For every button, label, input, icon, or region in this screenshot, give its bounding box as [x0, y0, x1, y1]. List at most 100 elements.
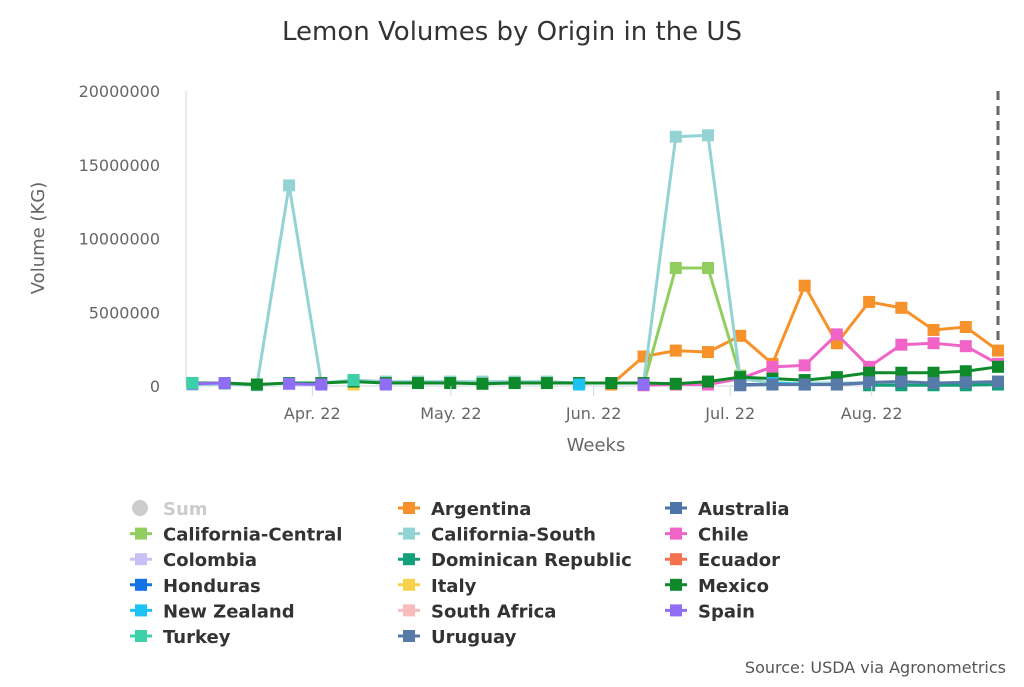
x-tick-label: May. 22: [420, 404, 481, 423]
marker: [895, 338, 908, 351]
legend-symbol: [670, 553, 682, 566]
legend-symbol: [132, 500, 148, 516]
legend-symbol: [135, 630, 147, 642]
legend-symbol: [403, 604, 415, 617]
marker: [927, 366, 940, 379]
marker: [992, 360, 1004, 373]
marker: [444, 377, 457, 390]
marker: [959, 365, 972, 378]
marker: [830, 328, 843, 341]
marker: [992, 375, 1004, 388]
marker: [250, 378, 263, 391]
marker: [959, 321, 972, 333]
y-tick-label: 10000000: [79, 230, 160, 249]
legend-item[interactable]: Australia: [698, 499, 790, 520]
marker: [927, 377, 940, 390]
marker: [669, 344, 682, 357]
source: Source: USDA via Agronometrics: [745, 658, 1006, 677]
legend-symbol: [670, 502, 682, 514]
marker: [540, 377, 553, 390]
legend-item[interactable]: Honduras: [163, 576, 261, 597]
legend-symbol: [135, 604, 147, 617]
marker: [573, 378, 586, 391]
marker: [508, 377, 521, 390]
marker: [379, 378, 392, 391]
legend-symbol: [670, 527, 682, 540]
plot: [186, 129, 1004, 392]
legend-symbol: [135, 578, 147, 591]
marker: [669, 377, 682, 390]
marker: [863, 295, 876, 308]
legend-item[interactable]: Sum: [163, 499, 208, 520]
marker: [798, 378, 811, 391]
marker: [734, 379, 747, 392]
chart-title: Lemon Volumes by Origin in the US: [282, 17, 742, 47]
marker: [895, 301, 908, 314]
marker: [766, 378, 779, 391]
legend-item[interactable]: Turkey: [163, 627, 231, 648]
marker: [412, 377, 424, 390]
y-tick-label: 5000000: [89, 303, 160, 322]
marker: [895, 375, 908, 388]
legend-item[interactable]: Colombia: [163, 550, 257, 571]
legend-item[interactable]: Spain: [698, 601, 755, 622]
marker: [702, 262, 714, 274]
marker: [959, 376, 972, 389]
legend-symbol: [403, 527, 415, 540]
legend-item[interactable]: Dominican Republic: [431, 550, 632, 571]
marker: [283, 377, 296, 390]
legend-symbol: [135, 527, 147, 540]
legend-symbol: [403, 630, 415, 642]
marker: [927, 337, 940, 350]
legend-item[interactable]: New Zealand: [163, 601, 295, 622]
marker: [637, 378, 650, 391]
marker: [927, 323, 940, 336]
legend-item[interactable]: Ecuador: [698, 550, 780, 571]
marker: [702, 375, 714, 388]
legend-item[interactable]: Argentina: [431, 499, 531, 520]
y-tick-label: 20000000: [79, 82, 160, 101]
marker: [863, 376, 876, 389]
legend-symbol: [403, 502, 415, 514]
legend-item[interactable]: California-South: [431, 525, 596, 546]
legend-symbol: [670, 578, 682, 591]
marker: [347, 374, 360, 387]
y-axis-label: Volume (KG): [28, 182, 49, 294]
marker: [315, 378, 328, 391]
marker: [766, 360, 779, 373]
marker: [605, 377, 618, 390]
legend-item[interactable]: Chile: [698, 525, 749, 546]
y-tick-label: 15000000: [79, 156, 160, 175]
series-line: [642, 266, 742, 385]
marker: [798, 279, 811, 292]
x-tick-label: Jul. 22: [704, 404, 755, 423]
marker: [669, 130, 682, 143]
marker: [669, 262, 682, 274]
legend: Sum Argentina Australia California-Central C…: [130, 499, 790, 648]
y-tick-label: 0: [150, 377, 160, 396]
legend-item[interactable]: Mexico: [698, 576, 769, 597]
marker: [283, 179, 296, 192]
legend-symbol: [403, 578, 415, 591]
marker: [863, 366, 876, 379]
marker: [734, 329, 747, 342]
legend-symbol: [403, 553, 415, 566]
legend-item[interactable]: Uruguay: [431, 627, 517, 648]
marker: [992, 344, 1004, 357]
marker: [830, 378, 843, 391]
x-tick-label: Apr. 22: [284, 404, 341, 423]
legend-symbol: [135, 553, 147, 566]
legend-item[interactable]: Italy: [431, 576, 477, 597]
marker: [476, 377, 489, 390]
legend-symbol: [670, 604, 682, 617]
x-axis-label: Weeks: [567, 435, 626, 456]
marker: [702, 129, 714, 142]
legend-item[interactable]: California-Central: [163, 525, 342, 546]
series-line: [192, 133, 998, 387]
marker: [186, 377, 199, 390]
x-tick-label: Jun. 22: [565, 404, 622, 423]
x-tick-label: Aug. 22: [841, 404, 903, 423]
marker: [702, 346, 714, 359]
legend-item[interactable]: South Africa: [431, 601, 556, 622]
